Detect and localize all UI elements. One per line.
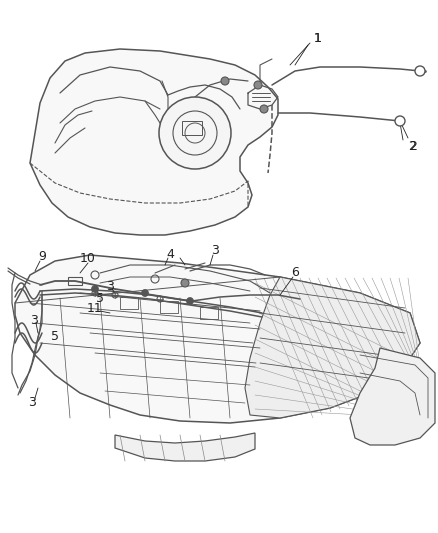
Text: 11: 11 xyxy=(87,303,103,316)
Text: 1: 1 xyxy=(314,33,322,45)
Polygon shape xyxy=(350,348,435,445)
Text: 1: 1 xyxy=(314,33,322,45)
Bar xyxy=(120,297,138,309)
Text: 2: 2 xyxy=(409,140,417,152)
Text: 2: 2 xyxy=(408,140,416,152)
Circle shape xyxy=(254,81,262,89)
Circle shape xyxy=(92,286,99,293)
Text: 10: 10 xyxy=(80,253,96,265)
Circle shape xyxy=(141,289,148,296)
Text: 3: 3 xyxy=(106,280,114,294)
Text: 6: 6 xyxy=(291,266,299,279)
Circle shape xyxy=(395,116,405,126)
Polygon shape xyxy=(245,277,420,418)
Circle shape xyxy=(260,105,268,113)
Text: 9: 9 xyxy=(38,251,46,263)
Circle shape xyxy=(181,279,189,287)
Circle shape xyxy=(159,97,231,169)
Text: 5: 5 xyxy=(51,330,59,343)
Text: 4: 4 xyxy=(166,248,174,262)
Text: 3: 3 xyxy=(30,313,38,327)
Bar xyxy=(200,307,218,319)
Bar xyxy=(68,277,82,285)
Bar xyxy=(160,301,178,313)
Polygon shape xyxy=(15,255,420,423)
Bar xyxy=(182,121,202,135)
Text: 5: 5 xyxy=(96,293,104,305)
Polygon shape xyxy=(30,49,278,235)
Circle shape xyxy=(187,297,194,304)
Text: 3: 3 xyxy=(28,397,36,409)
Polygon shape xyxy=(115,433,255,461)
Circle shape xyxy=(221,77,229,85)
Circle shape xyxy=(415,66,425,76)
Text: 3: 3 xyxy=(211,245,219,257)
